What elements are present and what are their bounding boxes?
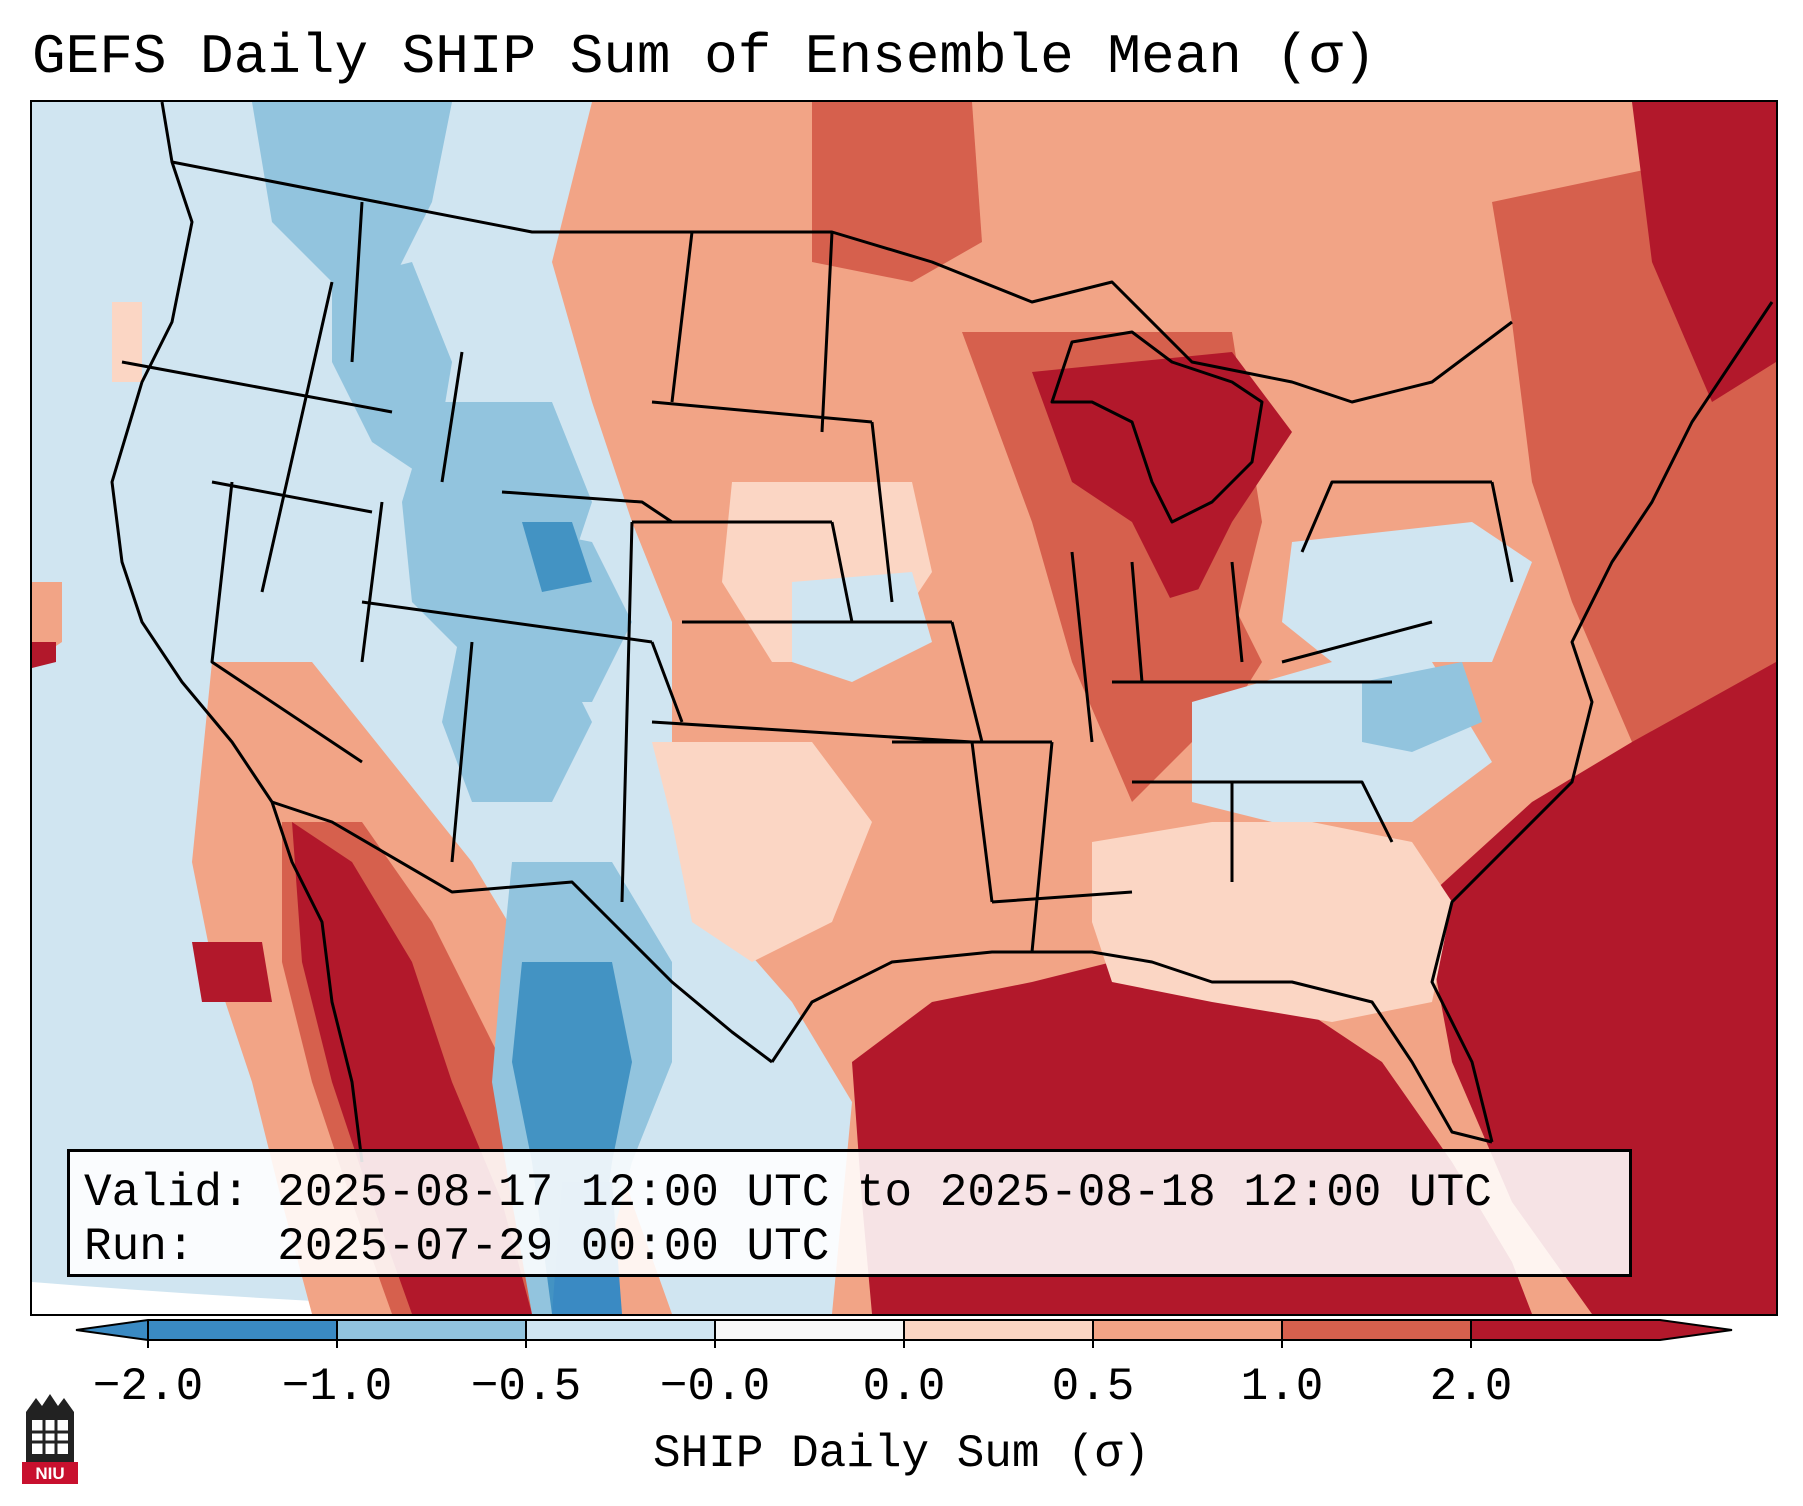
state-lines-west	[121, 201, 684, 903]
map-boundaries	[110, 102, 1774, 1163]
colorbar-segment	[148, 1320, 338, 1340]
atlantic-coast	[1430, 301, 1774, 1143]
colorbar-tick-label: 2.0	[1429, 1361, 1513, 1413]
colorbar-outline	[75, 1319, 1733, 1341]
colorbar	[75, 1319, 1733, 1348]
colorbar-tick-label: −0.0	[659, 1361, 771, 1413]
map-panel	[30, 100, 1778, 1316]
niu-logo: NIU	[22, 1394, 78, 1484]
valid-run-info-box: Valid: 2025-08-17 12:00 UTC to 2025-08-1…	[67, 1149, 1632, 1277]
colorbar-segment	[1282, 1320, 1472, 1340]
colorbar-tick-label: −1.0	[281, 1361, 393, 1413]
valid-time-text: Valid: 2025-08-17 12:00 UTC to 2025-08-1…	[84, 1167, 1492, 1219]
state-lines-central	[632, 231, 1133, 953]
colorbar-segment	[904, 1320, 1094, 1340]
colorbar-segment	[337, 1320, 527, 1340]
run-time-text: Run: 2025-07-29 00:00 UTC	[84, 1221, 830, 1273]
canada-border	[171, 160, 1513, 404]
colorbar-segment	[715, 1320, 905, 1340]
map-title: GEFS Daily SHIP Sum of Ensemble Mean (σ)	[32, 25, 1377, 89]
colorbar-segment	[1471, 1320, 1661, 1340]
colorbar-tick-label: 0.5	[1051, 1361, 1135, 1413]
colorbar-tick-label: −0.5	[470, 1361, 582, 1413]
colorbar-tick-label: 0.0	[862, 1361, 946, 1413]
great-lakes	[1050, 330, 1264, 524]
coastline-west	[110, 102, 364, 1163]
colorbar-tick-label: −2.0	[92, 1361, 204, 1413]
colorbar-extend-low	[76, 1320, 148, 1340]
gulf-coast	[770, 950, 1493, 1144]
anomaly-field	[32, 102, 1776, 1314]
colorbar-extend-high	[1660, 1320, 1732, 1340]
colorbar-label: SHIP Daily Sum (σ)	[653, 1428, 1150, 1480]
colorbar-segment	[526, 1320, 716, 1340]
niu-logo-text: NIU	[35, 1464, 64, 1483]
colorbar-tick-label: 1.0	[1240, 1361, 1324, 1413]
mexico-border	[271, 800, 773, 1064]
colorbar-segment	[1093, 1320, 1283, 1340]
state-lines-east	[1070, 480, 1514, 882]
